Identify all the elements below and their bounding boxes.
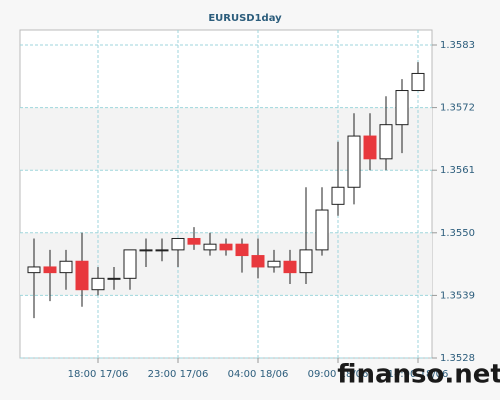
candle-body xyxy=(75,260,89,291)
candle-body xyxy=(123,249,137,279)
candle-body xyxy=(347,135,361,188)
y-tick-label: 1.3528 xyxy=(440,353,475,364)
candle-body xyxy=(107,277,121,280)
candle-body xyxy=(267,260,281,268)
x-tick-label: 14:00 18/06 xyxy=(388,369,449,380)
watermark: finanso.net xyxy=(337,360,500,390)
y-tick-label: 1.3561 xyxy=(440,165,475,176)
x-tick-label: 18:00 17/06 xyxy=(68,369,129,380)
grid-band xyxy=(20,107,432,171)
candle-body xyxy=(283,260,297,274)
candle-body xyxy=(187,237,201,245)
candle-body xyxy=(203,243,217,251)
x-tick-label: 23:00 17/06 xyxy=(148,369,209,380)
candle-body xyxy=(43,266,57,274)
candle-body xyxy=(235,243,249,257)
chart-title: EURUSD1day xyxy=(208,13,282,24)
y-tick-label: 1.3572 xyxy=(440,103,475,114)
plot-frame xyxy=(19,29,433,359)
candle-body xyxy=(251,255,265,268)
x-tick-label: 09:00 18/06 xyxy=(308,369,369,380)
candle-body xyxy=(395,90,409,126)
y-tick-label: 1.3539 xyxy=(440,290,475,301)
candle-body xyxy=(139,249,153,252)
candle-body xyxy=(91,277,105,291)
candle-body xyxy=(379,124,393,160)
candle-body xyxy=(155,249,169,252)
y-tick-label: 1.3583 xyxy=(440,40,475,51)
candle-body xyxy=(27,266,41,274)
candle-body xyxy=(219,243,233,251)
candle-body xyxy=(171,237,185,251)
candle-body xyxy=(59,260,73,274)
x-tick-label: 04:00 18/06 xyxy=(228,369,289,380)
y-tick-label: 1.3550 xyxy=(440,228,475,239)
candle-body xyxy=(331,186,345,205)
candle-body xyxy=(411,72,425,92)
candle-body xyxy=(299,249,313,274)
candle-body xyxy=(363,135,377,160)
candle-body xyxy=(315,209,329,251)
